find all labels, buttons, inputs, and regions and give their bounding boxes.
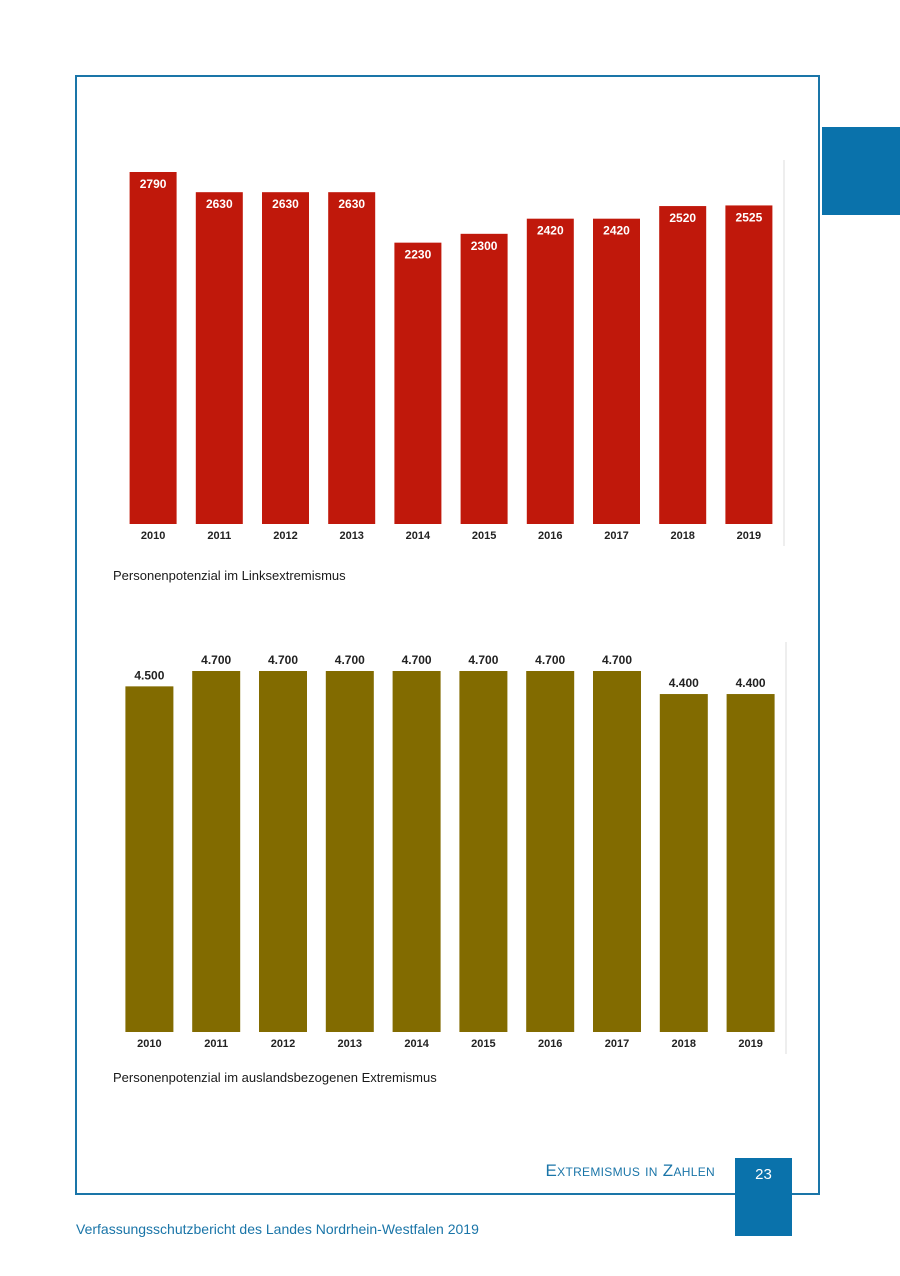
tick-label-2016: 2016 bbox=[538, 530, 562, 542]
tick-label-2010: 2010 bbox=[137, 1038, 161, 1050]
tick-label-2019: 2019 bbox=[737, 530, 761, 542]
data-label-2016: 4.700 bbox=[535, 653, 565, 667]
section-title: Extremismus in Zahlen bbox=[545, 1161, 715, 1180]
page-frame bbox=[75, 75, 820, 1195]
tick-label-2010: 2010 bbox=[141, 530, 165, 542]
bar-2014 bbox=[394, 242, 442, 524]
bar-2010 bbox=[125, 686, 174, 1032]
bar-2014 bbox=[392, 671, 441, 1032]
data-label-2019: 4.400 bbox=[736, 676, 766, 690]
data-label-2015: 4.700 bbox=[468, 653, 498, 667]
bar-2017 bbox=[593, 218, 640, 524]
bar-2019 bbox=[725, 205, 773, 524]
tick-label-2018: 2018 bbox=[672, 1038, 696, 1050]
bar-2018 bbox=[659, 206, 707, 524]
tick-label-2011: 2011 bbox=[207, 530, 231, 542]
tick-label-2015: 2015 bbox=[472, 530, 496, 542]
data-label-2019: 2525 bbox=[736, 210, 763, 224]
tick-label-2016: 2016 bbox=[538, 1038, 562, 1050]
bar-2011 bbox=[192, 671, 241, 1032]
tick-label-2013: 2013 bbox=[339, 530, 363, 542]
data-label-2011: 2630 bbox=[206, 197, 233, 211]
side-tab-marker bbox=[822, 127, 900, 215]
tick-label-2018: 2018 bbox=[670, 530, 694, 542]
page-number: 23 bbox=[755, 1166, 772, 1183]
chart-auslandsbezogen-caption: Personenpotenzial im auslandsbezogenen E… bbox=[113, 1070, 437, 1085]
tick-label-2011: 2011 bbox=[204, 1038, 228, 1050]
bar-2015 bbox=[460, 233, 508, 524]
chart-linksextremismus: 2790 2010 2630 2011 2630 2012 2630 2013 2230 2014… bbox=[110, 160, 790, 550]
bar-2010 bbox=[129, 172, 177, 524]
footer-text: Verfassungsschutzbericht des Landes Nord… bbox=[76, 1221, 479, 1237]
data-label-2010: 2790 bbox=[140, 177, 167, 191]
page-number-box: 23 bbox=[735, 1158, 792, 1236]
tick-label-2019: 2019 bbox=[738, 1038, 762, 1050]
bar-2016 bbox=[526, 671, 575, 1032]
data-label-2018: 2520 bbox=[669, 211, 696, 225]
bar-2012 bbox=[262, 192, 309, 524]
tick-label-2017: 2017 bbox=[605, 1038, 629, 1050]
data-label-2012: 4.700 bbox=[268, 653, 298, 667]
tick-label-2017: 2017 bbox=[604, 530, 628, 542]
data-label-2010: 4.500 bbox=[134, 668, 164, 682]
bar-2018 bbox=[659, 694, 708, 1032]
chart-linksextremismus-svg: 2790 2010 2630 2011 2630 2012 2630 2013 2230 2014… bbox=[129, 160, 785, 546]
bar-2019 bbox=[726, 694, 775, 1032]
data-label-2012: 2630 bbox=[272, 197, 299, 211]
tick-label-2012: 2012 bbox=[273, 530, 297, 542]
bar-2017 bbox=[593, 671, 641, 1032]
data-label-2017: 4.700 bbox=[602, 653, 632, 667]
data-label-2017: 2420 bbox=[603, 224, 630, 238]
data-label-2014: 2230 bbox=[405, 248, 432, 262]
tick-label-2013: 2013 bbox=[338, 1038, 362, 1050]
tick-label-2014: 2014 bbox=[406, 530, 431, 542]
chart-linksextremismus-caption: Personenpotenzial im Linksextremismus bbox=[113, 568, 346, 583]
data-label-2016: 2420 bbox=[537, 224, 564, 238]
data-label-2011: 4.700 bbox=[201, 653, 231, 667]
data-label-2015: 2300 bbox=[471, 239, 498, 253]
tick-label-2014: 2014 bbox=[404, 1038, 429, 1050]
tick-label-2015: 2015 bbox=[471, 1038, 495, 1050]
data-label-2018: 4.400 bbox=[669, 676, 699, 690]
bar-2011 bbox=[195, 192, 243, 524]
data-label-2013: 4.700 bbox=[335, 653, 365, 667]
bar-2016 bbox=[526, 218, 574, 524]
bar-2013 bbox=[325, 671, 374, 1032]
bar-2012 bbox=[259, 671, 307, 1032]
chart-auslandsbezogen: 4.500 2010 4.700 2011 4.700 2012 4.700 2013 4.70… bbox=[110, 642, 790, 1054]
data-label-2014: 4.700 bbox=[402, 653, 432, 667]
tick-label-2012: 2012 bbox=[271, 1038, 295, 1050]
chart-auslandsbezogen-svg: 4.500 2010 4.700 2011 4.700 2012 4.700 2013 4.70… bbox=[125, 642, 787, 1054]
data-label-2013: 2630 bbox=[338, 197, 365, 211]
bar-2015 bbox=[459, 671, 508, 1032]
bar-2013 bbox=[328, 192, 376, 524]
